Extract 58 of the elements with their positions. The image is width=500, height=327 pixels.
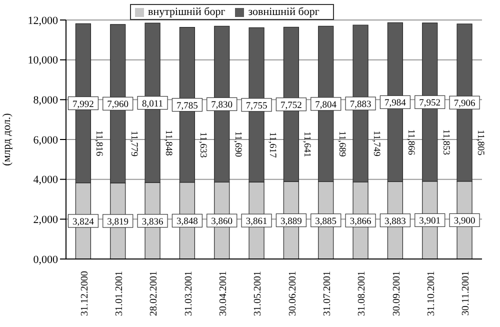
- x-tick-label: 31.01.2001: [114, 271, 125, 316]
- data-label: 7,804: [315, 100, 337, 110]
- y-tick-label: 4,000: [33, 174, 58, 186]
- y-tick-label: 2,000: [33, 214, 58, 226]
- data-label: 3,883: [384, 216, 406, 227]
- data-label: 3,866: [350, 217, 372, 227]
- data-label: 3,861: [246, 217, 268, 228]
- total-label: 11,848: [163, 130, 174, 156]
- total-label: 11,866: [406, 129, 416, 156]
- data-label: 7,906: [454, 99, 476, 110]
- y-axis-title: (млрд дол.): [0, 112, 13, 166]
- data-label: 3,889: [280, 216, 302, 227]
- total-label: 11,749: [371, 130, 382, 157]
- x-tick-label: 31.10.2001: [426, 271, 437, 316]
- legend-label: внутрішній борг: [148, 6, 226, 18]
- total-label: 11,641: [302, 131, 312, 158]
- data-label: 3,824: [72, 217, 94, 228]
- data-label: 3,860: [211, 217, 233, 228]
- data-label: 7,785: [176, 101, 198, 112]
- y-tick-label: 8,000: [33, 94, 58, 107]
- total-label: 11,805: [475, 130, 486, 156]
- y-tick-label: 10,000: [28, 54, 58, 67]
- total-label: 11,633: [198, 132, 208, 158]
- total-label: 11,816: [94, 130, 104, 156]
- data-label: 8,011: [142, 99, 164, 110]
- x-tick-label: 30.04.2001: [218, 271, 229, 316]
- data-label: 3,848: [176, 217, 198, 228]
- total-label: 11,690: [232, 131, 242, 158]
- data-label: 7,752: [280, 100, 302, 111]
- x-tick-label: 31.03.2001: [183, 271, 194, 316]
- x-tick-label: 30.06.2001: [287, 271, 298, 316]
- y-tick-label: 0,000: [33, 254, 58, 266]
- legend-label: зовнішній борг: [248, 6, 320, 18]
- y-tick-label: 6,000: [33, 134, 58, 146]
- data-label: 7,755: [246, 101, 268, 112]
- data-label: 7,952: [419, 98, 441, 109]
- total-label: 11,853: [440, 129, 450, 156]
- total-label: 11,689: [336, 131, 346, 158]
- x-tick-label: 28.02.2001: [148, 271, 160, 316]
- y-tick-label: 12,000: [28, 14, 58, 27]
- x-tick-label: 31.12.2000: [79, 271, 90, 316]
- data-label: 7,992: [72, 100, 94, 110]
- data-label: 7,883: [350, 100, 372, 110]
- data-label: 3,836: [142, 217, 164, 228]
- data-label: 3,885: [315, 216, 337, 227]
- total-label: 11,617: [267, 132, 278, 158]
- x-tick-label: 30.11.2001: [460, 271, 472, 316]
- data-label: 3,900: [454, 216, 476, 227]
- x-tick-label: 31.07.2001: [322, 271, 333, 316]
- x-tick-label: 31.08.2001: [356, 271, 368, 316]
- data-label: 7,984: [384, 98, 406, 109]
- data-label: 3,819: [107, 217, 129, 228]
- data-label: 7,830: [211, 100, 233, 111]
- x-tick-label: 31.05.2001: [252, 271, 264, 316]
- data-label: 7,960: [107, 100, 129, 110]
- total-label: 11,779: [128, 130, 138, 157]
- x-tick-label: 30.09.2001: [391, 271, 402, 316]
- data-label: 3,901: [419, 216, 441, 227]
